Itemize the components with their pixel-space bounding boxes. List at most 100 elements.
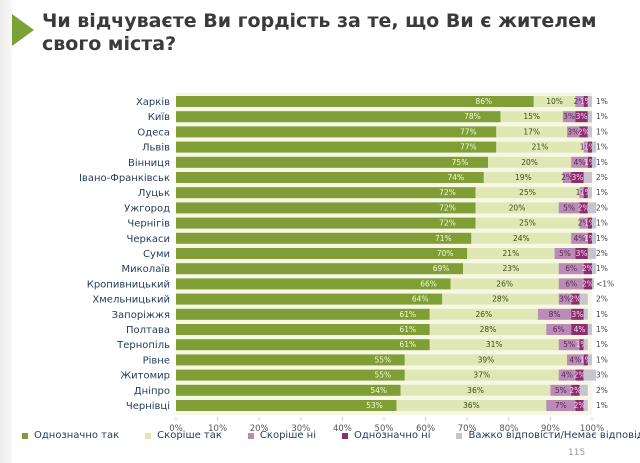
data-label: 6% xyxy=(553,325,565,334)
bar-segment-5 xyxy=(592,232,597,244)
data-label: 28% xyxy=(480,325,497,334)
data-label: 53% xyxy=(366,401,383,410)
bar-segment-4 xyxy=(583,96,588,107)
data-label: 55% xyxy=(374,355,391,364)
bar-segment-5 xyxy=(583,369,597,381)
category-label: Кропивницький xyxy=(87,279,170,290)
bar-segment-1 xyxy=(176,126,497,138)
data-label: 36% xyxy=(467,386,484,395)
data-label: 55% xyxy=(374,371,391,380)
bar-segment-2 xyxy=(500,111,563,123)
bar-segment-2 xyxy=(396,400,547,411)
bar-segment-1 xyxy=(176,384,401,396)
page-number: 115 xyxy=(568,448,586,458)
data-label: 1% xyxy=(596,188,608,197)
data-label: 3% xyxy=(559,295,571,304)
category-label: Чернігів xyxy=(127,218,170,230)
data-label: 1% xyxy=(596,325,608,334)
x-axis-ticks: 0% 10% 20% 30% 40% 50% 60% 70% 80% 90% 100% xyxy=(169,417,604,434)
legend-swatch xyxy=(456,432,463,439)
legend-label: Важко відповісти/Немає відповіді xyxy=(468,430,640,441)
data-label: 77% xyxy=(460,127,477,136)
data-label: 25% xyxy=(519,219,536,228)
tick-label: 0% xyxy=(169,424,183,434)
bar-segment-1 xyxy=(176,400,397,411)
left-decorative-strip xyxy=(0,0,12,463)
bar-segment-2 xyxy=(400,384,551,396)
data-label: 1% xyxy=(580,97,592,106)
data-label: 2% xyxy=(561,173,573,182)
bar-segment-1 xyxy=(176,187,476,199)
data-label: 2% xyxy=(569,386,581,395)
data-label: 25% xyxy=(519,188,536,197)
title-arrow-icon xyxy=(12,14,34,46)
bar-segment-2 xyxy=(488,156,572,168)
data-label: 5% xyxy=(555,386,567,395)
legend-label: Скоріше так xyxy=(157,430,222,441)
bar-segment-2 xyxy=(483,172,563,183)
data-label: 1% xyxy=(596,127,608,136)
data-label: 15% xyxy=(523,112,540,121)
tick-label: 20% xyxy=(250,424,269,434)
bar-segment-3 xyxy=(562,111,576,123)
data-label: 23% xyxy=(503,264,520,273)
data-label: 4% xyxy=(574,234,586,243)
bar-segment-5 xyxy=(592,217,597,229)
data-label: 61% xyxy=(399,310,416,319)
tick-label: 30% xyxy=(291,424,310,434)
bar-segment-2 xyxy=(475,217,580,229)
bar-segment-5 xyxy=(592,263,597,275)
data-label: 1% xyxy=(584,219,596,228)
bar-segment-3 xyxy=(562,172,572,183)
data-label: 24% xyxy=(513,234,530,243)
bar-segment-4 xyxy=(587,217,592,229)
data-label: 54% xyxy=(370,386,387,395)
bar-segment-3 xyxy=(537,308,572,320)
data-label: 78% xyxy=(464,112,481,121)
data-label: 86% xyxy=(475,97,492,106)
bar-segment-4 xyxy=(579,339,584,351)
bar-segment-1 xyxy=(176,339,430,351)
category-label: Миколаїв xyxy=(122,264,171,275)
data-label: 6% xyxy=(565,264,577,273)
data-label: 1% xyxy=(596,340,608,349)
data-label: 39% xyxy=(478,355,495,364)
bar-segment-1 xyxy=(176,308,430,320)
data-label: 72% xyxy=(439,219,456,228)
bar-segment-5 xyxy=(587,324,592,335)
bar-segment-5 xyxy=(587,202,597,214)
data-label: 1% xyxy=(596,158,608,167)
category-label: Вінниця xyxy=(128,157,170,169)
tick-label: 80% xyxy=(499,424,518,434)
bar-segment-2 xyxy=(429,308,538,320)
bar-segment-4 xyxy=(571,172,584,183)
bar-segment-3 xyxy=(558,263,584,275)
data-label: 1% xyxy=(580,188,592,197)
data-label: <1% xyxy=(596,279,614,288)
legend-item: Скоріше ні xyxy=(247,430,316,441)
data-label: 1% xyxy=(596,97,608,106)
bar-segment-2 xyxy=(450,278,559,290)
bar-segment-3 xyxy=(579,217,588,229)
tick-label: 70% xyxy=(458,424,477,434)
data-label: 5% xyxy=(563,340,575,349)
bar-segment-5 xyxy=(583,339,588,351)
data-label: 71% xyxy=(435,234,452,243)
bar-segment-5 xyxy=(583,400,588,411)
bar-segment-1 xyxy=(176,354,405,366)
data-label: 3% xyxy=(596,371,608,380)
bar-segment-2 xyxy=(404,369,559,381)
bar-segment-4 xyxy=(587,232,592,244)
bar-segment-3 xyxy=(558,278,584,290)
bar-segment-4 xyxy=(579,202,588,214)
bar-segment-1 xyxy=(176,278,451,290)
data-label: 28% xyxy=(492,295,509,304)
data-label: 8% xyxy=(549,310,561,319)
data-label: 4% xyxy=(574,158,586,167)
legend-item: Скоріше так xyxy=(145,430,222,441)
bar-segment-2 xyxy=(496,126,568,138)
bar-segment-4 xyxy=(575,248,588,259)
category-label: Житомир xyxy=(120,371,170,382)
data-label: 1% xyxy=(584,158,596,167)
data-label: 4% xyxy=(574,325,586,334)
